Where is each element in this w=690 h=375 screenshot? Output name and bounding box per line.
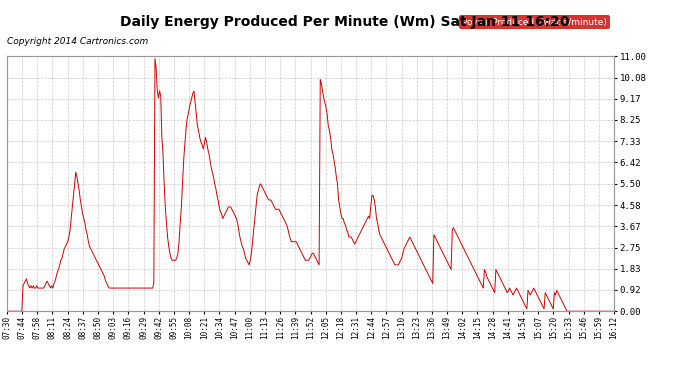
Text: Daily Energy Produced Per Minute (Wm) Sat Jan 11 16:20: Daily Energy Produced Per Minute (Wm) Sa… — [120, 15, 570, 29]
Text: Copyright 2014 Cartronics.com: Copyright 2014 Cartronics.com — [7, 38, 148, 46]
Legend: Power Produced  (watts/minute): Power Produced (watts/minute) — [460, 15, 609, 29]
